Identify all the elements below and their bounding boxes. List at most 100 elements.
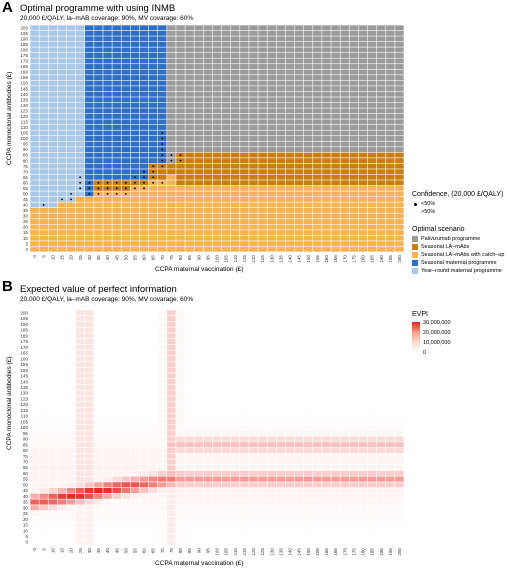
- heat-cell: [176, 487, 185, 494]
- heat-cell: [121, 533, 131, 539]
- heat-cell: [249, 163, 258, 169]
- heat-cell: [148, 91, 158, 97]
- heat-cell: [294, 487, 304, 494]
- heat-cell: [294, 213, 304, 219]
- heat-cell: [130, 390, 140, 396]
- heat-cell: [322, 30, 331, 36]
- heat-cell: [331, 453, 340, 459]
- heat-cell: [167, 47, 176, 53]
- heat-cell: [340, 482, 349, 488]
- evpi-label-20m: 20,000,000: [423, 330, 451, 336]
- heat-cell: [185, 447, 194, 453]
- heat-cell: [30, 86, 39, 92]
- heat-cell: [130, 224, 140, 230]
- heat-cell: [158, 470, 167, 476]
- heat-cell: [112, 25, 121, 31]
- heat-cell: [66, 390, 76, 396]
- heat-cell: [258, 25, 267, 31]
- heat-cell: [313, 338, 322, 345]
- heat-cell: [240, 30, 249, 36]
- heat-cell: [48, 361, 58, 368]
- heat-cell: [331, 58, 340, 64]
- y-tick-label: 10: [23, 528, 29, 533]
- heat-cell: [130, 191, 140, 197]
- heat-cell: [148, 230, 158, 236]
- heat-cell: [303, 136, 313, 141]
- y-tick-label: 185: [20, 328, 28, 333]
- heat-cell: [230, 413, 240, 419]
- heat-cell: [367, 246, 377, 252]
- heat-cell: [331, 80, 340, 86]
- heat-cell: [66, 47, 76, 53]
- heat-cell: [112, 522, 121, 528]
- legend-swatch-catchup: [412, 252, 418, 258]
- heat-cell: [221, 191, 231, 197]
- heat-cell: [240, 533, 249, 539]
- heat-cell: [258, 333, 267, 339]
- heat-cell: [48, 86, 58, 92]
- heat-cell: [303, 499, 313, 505]
- x-tick-label: 150: [306, 548, 311, 556]
- y-tick-label: 105: [20, 131, 28, 136]
- heat-cell: [249, 169, 258, 175]
- heat-cell: [358, 213, 368, 219]
- heat-cell: [249, 533, 258, 539]
- heat-cell: [94, 69, 103, 75]
- heat-cell: [358, 465, 368, 471]
- heat-cell: [167, 113, 176, 119]
- heat-cell: [267, 113, 276, 119]
- heat-cell: [376, 396, 386, 402]
- heat-cell: [75, 36, 85, 42]
- heat-cell: [294, 58, 304, 64]
- heat-cell: [340, 424, 349, 431]
- heat-cell: [212, 174, 222, 180]
- heat-cell: [221, 442, 231, 448]
- heat-cell: [212, 470, 222, 476]
- heat-cell: [322, 493, 331, 499]
- heat-cell: [121, 163, 131, 169]
- heat-cell: [112, 493, 121, 499]
- heat-cell: [158, 58, 167, 64]
- heat-cell: [39, 321, 48, 327]
- heat-cell: [358, 338, 368, 345]
- heat-cell: [39, 69, 48, 75]
- heat-cell: [313, 69, 322, 75]
- heat-cell: [30, 373, 39, 379]
- heat-cell: [358, 459, 368, 465]
- heat-cell: [358, 241, 368, 247]
- heat-cell: [203, 505, 213, 511]
- heat-cell: [367, 390, 377, 396]
- heat-cell: [322, 476, 331, 482]
- heat-cell: [39, 424, 48, 431]
- heat-cell: [48, 333, 58, 339]
- heat-cell: [66, 241, 76, 247]
- heat-cell: [276, 367, 286, 373]
- heat-cell: [121, 41, 131, 47]
- heat-cell: [48, 174, 58, 180]
- heat-cell: [112, 119, 121, 125]
- heat-cell: [194, 30, 204, 36]
- heat-cell: [158, 108, 167, 114]
- heat-cell: [303, 510, 313, 517]
- heat-cell: [75, 459, 85, 465]
- heat-cell: [249, 113, 258, 119]
- heat-cell: [85, 86, 94, 92]
- heat-cell: [386, 235, 395, 241]
- heat-cell: [313, 367, 322, 373]
- heat-cell: [212, 163, 222, 169]
- heat-cell: [386, 213, 395, 219]
- heat-cell: [395, 36, 404, 42]
- heat-cell: [103, 158, 112, 164]
- heat-cell: [39, 510, 48, 517]
- heat-cell: [303, 64, 313, 69]
- heat-cell: [203, 499, 213, 505]
- heat-cell: [249, 108, 258, 114]
- heat-cell: [167, 430, 176, 436]
- heat-cell: [358, 516, 368, 522]
- heat-cell: [249, 528, 258, 534]
- heat-cell: [267, 310, 276, 316]
- x-tick-label: 0: [32, 255, 37, 258]
- heat-cell: [139, 424, 149, 431]
- low-confidence-dot: [115, 181, 118, 184]
- heat-cell: [395, 419, 404, 425]
